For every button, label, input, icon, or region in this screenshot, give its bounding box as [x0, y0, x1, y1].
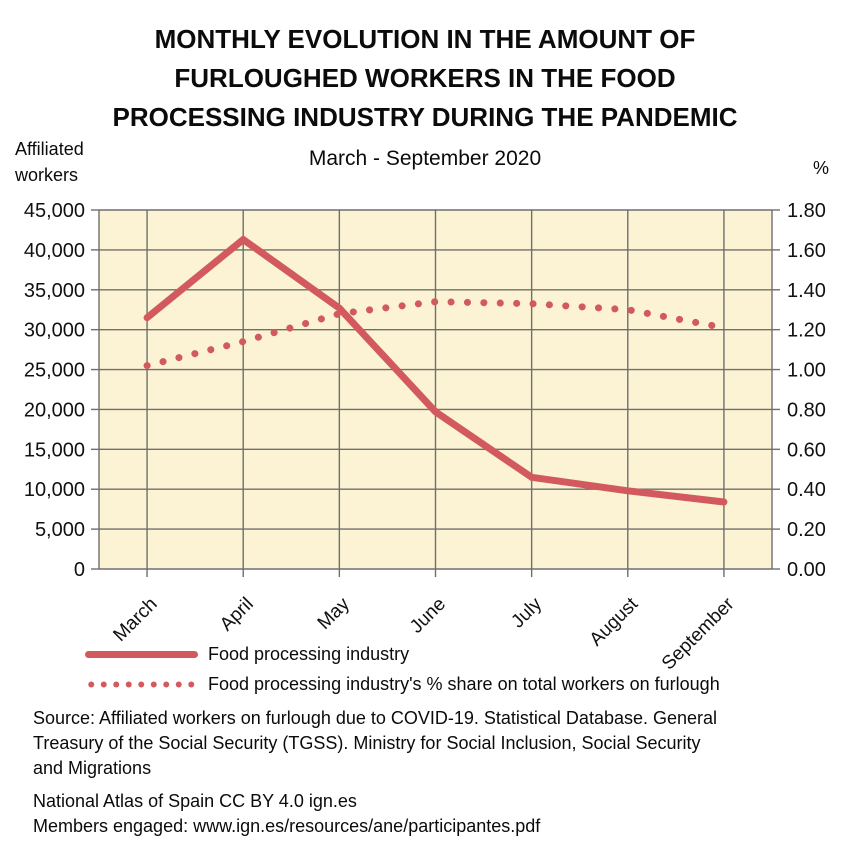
legend-label-share: Food processing industry's % share on to…: [208, 674, 720, 694]
chart-subtitle: March - September 2020: [308, 147, 542, 170]
left-axis-tick-label: 35,000: [24, 280, 85, 302]
solid-line-swatch: [85, 651, 198, 658]
left-axis-tick-label: 15,000: [24, 439, 85, 461]
x-axis-month-label: March: [109, 594, 161, 646]
title-line-1: MONTHLY EVOLUTION IN THE AMOUNT OF: [154, 24, 696, 54]
dotted-line-swatch: [85, 681, 198, 688]
right-axis-tick-label: 0.60: [787, 439, 826, 461]
x-axis-month-label: July: [507, 593, 546, 632]
left-axis-tick-label: 30,000: [24, 320, 85, 342]
attribution-note: National Atlas of Spain CC BY 4.0 ign.es…: [33, 789, 793, 839]
left-axis-unit-line-1: Affiliated: [15, 139, 84, 159]
chart-legend: Food processing industry Food processing…: [85, 644, 720, 704]
right-axis-tick-label: 1.00: [787, 360, 826, 382]
workers-solid-line: [143, 235, 728, 506]
left-axis-tick-label: 45,000: [24, 200, 85, 222]
right-axis-tick-label: 1.40: [787, 280, 826, 302]
left-axis-unit-label: Affiliated workers: [15, 136, 84, 188]
left-axis-tick-label: 0: [74, 559, 85, 581]
source-note: Source: Affiliated workers on furlough d…: [33, 708, 718, 778]
right-axis-tick-label: 1.80: [787, 200, 826, 222]
legend-label-workers: Food processing industry: [208, 644, 410, 664]
x-axis-month-label: August: [586, 593, 643, 650]
legend-item-workers: Food processing industry: [85, 644, 720, 665]
right-axis-tick-label: 0.20: [787, 519, 826, 541]
right-axis-tick-label: 1.20: [787, 320, 826, 342]
share-dotted-line: [143, 298, 728, 370]
left-axis-tick-label: 40,000: [24, 240, 85, 262]
right-axis-tick-label: 1.60: [787, 240, 826, 262]
right-axis-tick-label: 0.80: [787, 399, 826, 421]
right-axis-tick-label: 0.40: [787, 479, 826, 501]
left-axis-tick-label: 20,000: [24, 399, 85, 421]
right-axis-tick-label: 0.00: [787, 559, 826, 581]
page-title: MONTHLY EVOLUTION IN THE AMOUNT OF FURLO…: [0, 20, 850, 137]
left-axis-tick-label: 10,000: [24, 479, 85, 501]
x-axis-month-label: June: [406, 594, 450, 638]
attribution-line-members: Members engaged: www.ign.es/resources/an…: [33, 816, 541, 836]
title-line-3: PROCESSING INDUSTRY DURING THE PANDEMIC: [112, 102, 738, 132]
right-axis-unit-label: %: [813, 158, 830, 178]
left-axis-tick-label: 5,000: [35, 519, 85, 541]
left-axis-tick-label: 25,000: [24, 360, 85, 382]
title-line-2: FURLOUGHED WORKERS IN THE FOOD: [174, 63, 676, 93]
left-axis-unit-line-2: workers: [15, 165, 79, 185]
legend-item-share: Food processing industry's % share on to…: [85, 674, 720, 695]
x-axis-month-label: April: [216, 594, 258, 636]
x-axis-month-label: May: [314, 593, 355, 634]
attribution-line-license: National Atlas of Spain CC BY 4.0 ign.es: [33, 791, 357, 811]
